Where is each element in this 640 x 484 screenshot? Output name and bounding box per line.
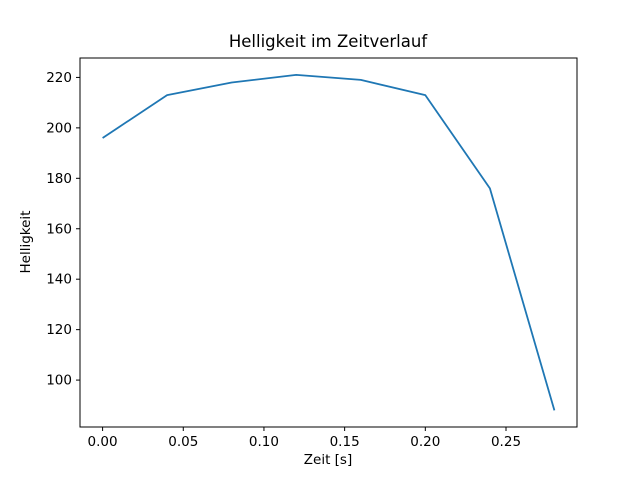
x-tick-label: 0.15	[330, 434, 360, 450]
x-tick-label: 0.25	[491, 434, 521, 450]
axes-frame	[79, 57, 578, 428]
chart-title: Helligkeit im Zeitverlauf	[229, 32, 428, 51]
y-tick-label: 180	[46, 171, 72, 187]
x-tick-label: 0.05	[168, 434, 198, 450]
y-tick-label: 100	[46, 373, 72, 389]
x-axis-label: Zeit [s]	[304, 452, 352, 468]
x-tick-label: 0.20	[410, 434, 440, 450]
y-tick-label: 200	[46, 120, 72, 136]
y-tick-label: 160	[46, 221, 72, 237]
y-tick-label: 220	[46, 70, 72, 86]
brightness-series-line	[102, 74, 556, 411]
y-axis-label: Helligkeit	[18, 211, 34, 274]
x-tick-label: 0.00	[88, 434, 118, 450]
y-tick-label: 140	[46, 272, 72, 288]
y-tick-label: 120	[46, 322, 72, 338]
x-tick-label: 0.10	[249, 434, 279, 450]
